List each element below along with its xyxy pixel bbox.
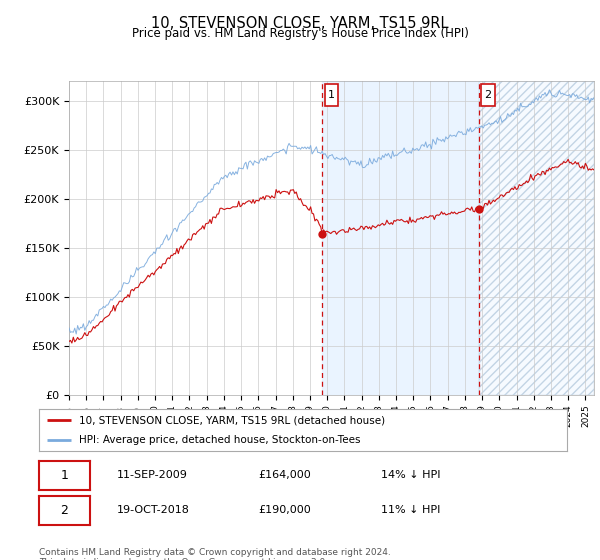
Bar — [479, 81, 594, 395]
Text: 11-SEP-2009: 11-SEP-2009 — [117, 470, 188, 480]
FancyBboxPatch shape — [481, 85, 495, 106]
Text: £190,000: £190,000 — [258, 505, 311, 515]
Text: 10, STEVENSON CLOSE, YARM, TS15 9RL: 10, STEVENSON CLOSE, YARM, TS15 9RL — [151, 16, 449, 31]
Text: 14% ↓ HPI: 14% ↓ HPI — [381, 470, 440, 480]
Text: Contains HM Land Registry data © Crown copyright and database right 2024.
This d: Contains HM Land Registry data © Crown c… — [39, 548, 391, 560]
Text: 11% ↓ HPI: 11% ↓ HPI — [381, 505, 440, 515]
Text: 2: 2 — [485, 90, 492, 100]
Text: £164,000: £164,000 — [258, 470, 311, 480]
Text: Price paid vs. HM Land Registry's House Price Index (HPI): Price paid vs. HM Land Registry's House … — [131, 27, 469, 40]
Text: 1: 1 — [328, 90, 335, 100]
Text: 10, STEVENSON CLOSE, YARM, TS15 9RL (detached house): 10, STEVENSON CLOSE, YARM, TS15 9RL (det… — [79, 415, 385, 425]
FancyBboxPatch shape — [325, 85, 338, 106]
Text: 19-OCT-2018: 19-OCT-2018 — [117, 505, 190, 515]
Bar — [479, 81, 594, 395]
Text: 1: 1 — [61, 469, 68, 482]
Bar — [322, 81, 479, 395]
Text: 2: 2 — [61, 503, 68, 517]
Text: HPI: Average price, detached house, Stockton-on-Tees: HPI: Average price, detached house, Stoc… — [79, 435, 360, 445]
